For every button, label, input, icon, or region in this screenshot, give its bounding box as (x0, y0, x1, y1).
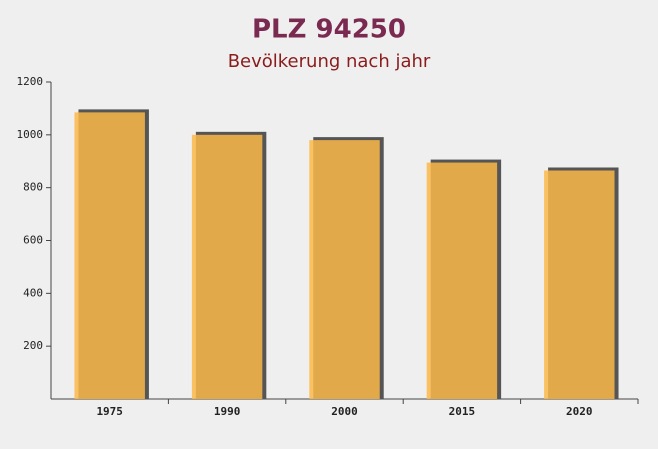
chart-subtitle: Bevölkerung nach jahr (228, 51, 431, 72)
y-tick-label: 800 (23, 181, 43, 194)
bar (544, 170, 615, 399)
x-tick-label: 1990 (214, 405, 241, 418)
y-tick-label: 200 (23, 339, 43, 352)
bar (426, 162, 498, 399)
x-tick-label: 2000 (331, 405, 358, 418)
chart-title: PLZ 94250 (252, 15, 406, 45)
x-tick-label: 1975 (96, 405, 123, 418)
y-tick-label: 600 (23, 234, 43, 247)
bar (191, 134, 263, 400)
y-tick-label: 400 (23, 286, 43, 299)
x-tick-label: 2020 (566, 405, 593, 418)
y-tick-label: 1000 (17, 128, 44, 141)
y-tick-label: 1200 (17, 75, 44, 88)
bar (309, 140, 380, 399)
bar (74, 112, 145, 400)
x-tick-label: 2015 (449, 405, 476, 418)
